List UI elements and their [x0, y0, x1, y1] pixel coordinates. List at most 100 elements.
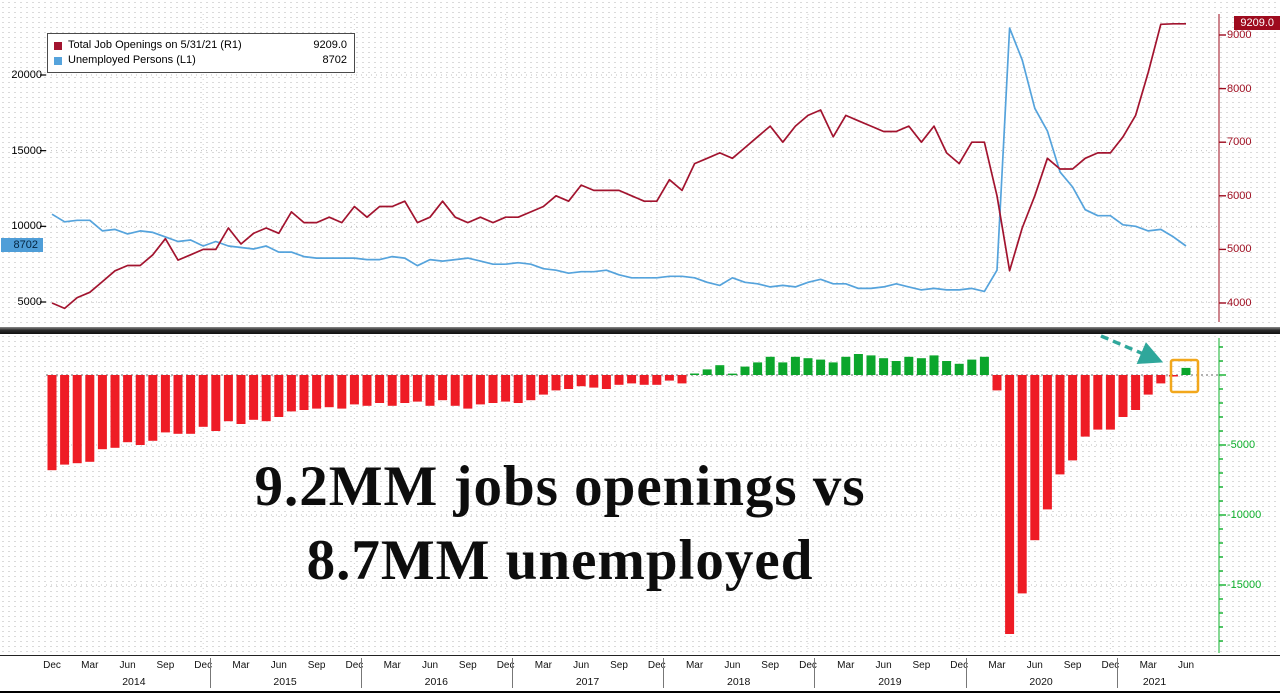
x-year-separator: [209, 658, 211, 688]
x-year-separator: [1116, 658, 1118, 688]
spread-bar-negative: [123, 375, 133, 443]
x-tick-label: Sep: [610, 660, 628, 671]
right-axis-tick-label: 8000: [1227, 82, 1252, 95]
spread-bar-positive: [753, 362, 763, 375]
spread-bar-negative: [236, 375, 246, 424]
right-axis-tick-label: 7000: [1227, 136, 1252, 149]
spread-bar-positive: [879, 358, 889, 375]
spread-bar-negative: [664, 375, 674, 381]
spread-bar-negative: [324, 375, 334, 408]
spread-bar-negative: [186, 375, 196, 434]
x-tick-label: Mar: [534, 660, 553, 671]
spread-bar-negative: [1118, 375, 1128, 417]
spread-bar-positive: [828, 362, 838, 375]
x-year-separator: [814, 658, 816, 688]
spread-bar-positive: [904, 356, 914, 375]
spread-bar-positive: [740, 366, 750, 375]
panel-divider[interactable]: [0, 327, 1280, 334]
unemployed-swatch-icon: [54, 56, 62, 65]
spread-bar-positive: [778, 362, 788, 375]
spread-bar-negative: [526, 375, 536, 401]
spread-bar-negative: [1131, 375, 1141, 410]
spread-bar-negative: [1080, 375, 1090, 437]
spread-bar-negative: [1005, 375, 1015, 634]
x-tick-label: Dec: [1101, 660, 1120, 671]
spread-bar-negative: [1105, 375, 1115, 430]
left-axis-tick-label: 10000: [11, 220, 42, 233]
x-tick-label: Sep: [458, 660, 477, 671]
spread-bar-positive: [942, 361, 952, 375]
x-tick-label: Dec: [345, 660, 364, 671]
spread-bar-negative: [97, 375, 107, 450]
bottom-right-axis-tick-label: -5000: [1227, 439, 1256, 451]
spread-bar-negative: [564, 375, 574, 389]
x-tick-label: Dec: [950, 660, 969, 671]
annotation-line2: 8.7MM unemployed: [306, 529, 814, 592]
spread-bar-negative: [551, 375, 561, 391]
x-tick-label: Mar: [685, 660, 704, 671]
spread-bar-negative: [60, 375, 70, 465]
spread-bar-negative: [135, 375, 145, 445]
x-tick-label: Dec: [496, 660, 515, 671]
spread-bar-negative: [425, 375, 435, 406]
x-tick-label: Jun: [119, 660, 136, 671]
spread-bar-negative: [601, 375, 611, 389]
spread-bar-negative: [627, 375, 637, 384]
spread-bar-negative: [450, 375, 460, 406]
x-year-label: 2015: [273, 676, 297, 688]
x-tick-label: Mar: [232, 660, 250, 671]
spread-bar-negative: [538, 375, 548, 395]
spread-bar-negative: [274, 375, 284, 417]
spread-bar-negative: [198, 375, 208, 427]
spread-bar-negative: [992, 375, 1002, 391]
spread-bar-negative: [488, 375, 498, 403]
spread-bar-negative: [1093, 375, 1103, 430]
legend-item-unemployed[interactable]: Unemployed Persons (L1) 8702: [54, 53, 347, 68]
spread-bar-positive: [765, 356, 775, 375]
spread-bar-negative: [211, 375, 221, 431]
spread-bar-positive: [727, 373, 737, 376]
legend-label-job-openings: Total Job Openings on 5/31/21 (R1): [68, 39, 242, 51]
spread-bar-negative: [47, 375, 57, 471]
x-tick-label: Mar: [383, 660, 401, 671]
x-year-label: 2018: [727, 676, 751, 688]
spread-bar-negative: [223, 375, 233, 422]
spread-bar-negative: [1055, 375, 1065, 475]
x-tick-label: Sep: [912, 660, 931, 671]
x-tick-label: Mar: [988, 660, 1006, 671]
spread-bar-negative: [286, 375, 296, 412]
legend-value-job-openings: 9209.0: [313, 39, 347, 51]
x-year-separator: [965, 658, 967, 688]
spread-bar-negative: [412, 375, 422, 402]
x-tick-label: Jun: [1177, 660, 1195, 671]
x-year-separator: [511, 658, 513, 688]
x-year-label: 2021: [1142, 676, 1167, 688]
spread-bar-negative: [148, 375, 158, 441]
spread-bar-positive: [967, 359, 977, 375]
x-tick-label: Jun: [875, 660, 892, 671]
spread-bar-positive: [979, 356, 989, 375]
spread-bar-negative: [400, 375, 410, 403]
x-tick-label: Jun: [270, 660, 287, 671]
spread-bar-positive: [1181, 367, 1191, 375]
job-openings-line: [51, 22, 1186, 310]
annotation-arrow-icon: [1100, 334, 1164, 364]
bottom-right-axis-tick-label: -10000: [1227, 509, 1262, 521]
spread-bar-negative: [1030, 375, 1040, 541]
spread-bar-negative: [463, 375, 473, 409]
last-bar-highlight-box: [1169, 358, 1200, 394]
x-tick-label: Jun: [573, 660, 590, 671]
x-year-label: 2017: [575, 676, 600, 688]
x-tick-label: Mar: [81, 660, 99, 671]
x-tick-label: Sep: [307, 660, 326, 671]
spread-bar-negative: [249, 375, 259, 420]
x-tick-label: Sep: [761, 660, 780, 671]
spread-bar-negative: [110, 375, 120, 448]
spread-bar-negative: [261, 375, 271, 422]
spread-bar-negative: [160, 375, 170, 433]
legend-item-job-openings[interactable]: Total Job Openings on 5/31/21 (R1) 9209.…: [54, 38, 347, 53]
spread-bar-positive: [702, 369, 712, 375]
spread-bar-negative: [1068, 375, 1078, 461]
